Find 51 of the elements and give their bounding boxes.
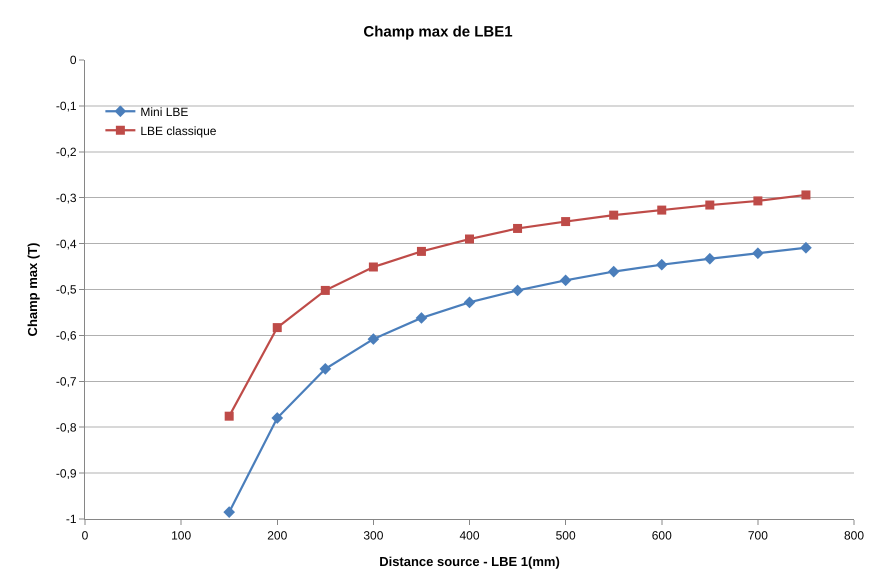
x-tick-label: 600: [652, 528, 672, 542]
x-tick-label: 200: [267, 528, 288, 542]
point: [752, 247, 764, 260]
point: [465, 234, 474, 244]
point: [560, 274, 572, 286]
point: [319, 363, 332, 375]
y-tick-label: 0: [70, 53, 77, 68]
y-tick-label: -0,1: [56, 99, 77, 114]
point: [609, 210, 618, 220]
point: [416, 312, 428, 324]
y-tick-label: -1: [66, 512, 77, 526]
point: [513, 224, 522, 233]
legend-label: Mini LBE: [140, 104, 188, 119]
point: [271, 412, 284, 424]
y-tick-label: -0,9: [56, 466, 77, 480]
y-tick-label: -0,8: [56, 420, 77, 434]
chart-title: Champ max de LBE1: [363, 24, 513, 41]
point: [320, 286, 330, 295]
point: [608, 266, 620, 278]
point: [656, 258, 668, 271]
point: [704, 252, 716, 265]
x-tick-label: 400: [459, 528, 480, 542]
point: [657, 206, 666, 215]
x-tick-label: 500: [556, 528, 576, 542]
point: [801, 190, 810, 200]
point: [368, 262, 378, 272]
y-tick-label: -0,5: [56, 282, 77, 297]
y-tick-label: -0,3: [56, 190, 77, 205]
point: [464, 296, 476, 308]
x-tick-label: 800: [844, 528, 864, 542]
point: [512, 284, 524, 296]
x-tick-label: 100: [171, 528, 192, 542]
y-axis-title: Champ max (T): [24, 242, 40, 336]
x-tick-label: 300: [363, 528, 384, 542]
point: [223, 506, 236, 518]
x-axis-title: Distance source - LBE 1(mm): [379, 554, 560, 569]
point: [272, 323, 282, 332]
y-tick-label: -0,7: [56, 374, 77, 388]
point: [753, 196, 762, 206]
point: [224, 412, 234, 421]
x-tick-label: 700: [748, 528, 768, 542]
point: [705, 200, 714, 210]
point: [561, 217, 570, 226]
point: [368, 333, 380, 345]
y-tick-label: -0,4: [56, 236, 77, 251]
point: [416, 246, 426, 256]
y-tick-label: -0,6: [56, 328, 77, 343]
point: [800, 242, 812, 254]
y-tick-label: -0,2: [56, 145, 77, 159]
legend-label: LBE classique: [140, 124, 217, 138]
x-tick-label: 0: [82, 528, 89, 542]
